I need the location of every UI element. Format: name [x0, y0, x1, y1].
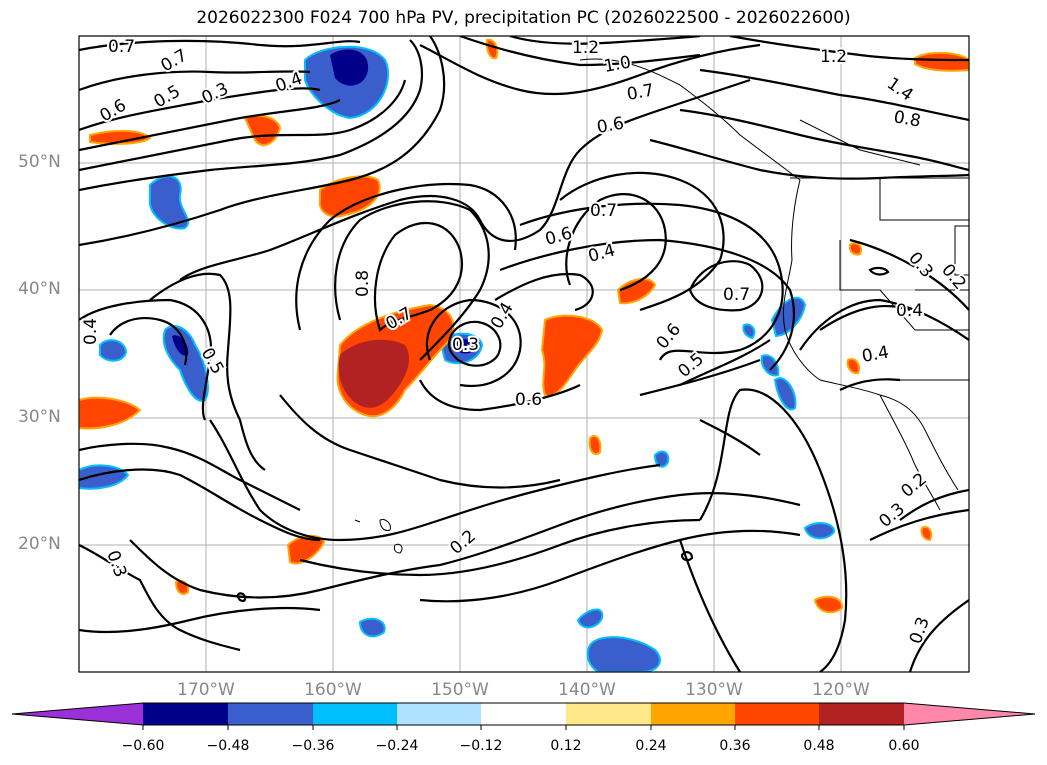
contour-label: 0.6 [595, 114, 625, 138]
colorbar-tick-label: −0.24 [375, 738, 419, 754]
contour-label: 1.2 [820, 47, 847, 67]
lon-label: 130°W [685, 680, 743, 700]
colorbar-tick-label: 0.24 [635, 738, 667, 754]
colorbar-bin [143, 703, 228, 725]
contour-label: 1.2 [572, 38, 599, 58]
contour-label: 0.3 [102, 548, 130, 580]
colorbar-tick-label: −0.48 [206, 738, 250, 754]
contour-labels: 0.7 0.70.6 0.5 0.3 0.41.21.00.70.61.21.40.80… [79, 36, 970, 649]
colorbar-tick-label: 0.48 [803, 738, 835, 754]
colorbar-left-extension [12, 703, 143, 725]
contour-label: 0.4 [860, 343, 890, 367]
colorbar-tick-label: 0.36 [719, 738, 751, 754]
contour-label: 0.8 [353, 270, 373, 297]
colorbar-bin [819, 703, 904, 725]
colorbar-bin [566, 703, 651, 725]
precip-positive-areas [79, 38, 969, 614]
colorbar-bin [313, 703, 397, 725]
lon-label: 140°W [558, 680, 616, 700]
contour-label: 0.2 [937, 260, 970, 294]
lon-label: 170°W [177, 680, 235, 700]
colorbar-bin [228, 703, 313, 725]
contour-label: 0.7 [723, 285, 750, 305]
lon-label: 160°W [304, 680, 362, 700]
contour-label: 0.4 [896, 301, 923, 321]
colorbar-tick-label: 0.12 [550, 738, 582, 754]
colorbar-tick-label: 0.60 [888, 738, 920, 754]
colorbar-tick-label: −0.36 [291, 738, 335, 754]
lon-label: 150°W [431, 680, 489, 700]
contour-label: 0.4 [81, 318, 101, 345]
contour-label: 0.3 [199, 79, 232, 109]
contour-label: 0.4 [586, 241, 617, 267]
map-area: 0.7 0.70.6 0.5 0.3 0.41.21.00.70.61.21.40.80… [79, 36, 970, 672]
colorbar-bin [651, 703, 735, 725]
contour-label: 0.6 [653, 320, 686, 354]
contour-label: 0.2 [897, 469, 931, 502]
figure-title: 2026022300 F024 700 hPa PV, precipitatio… [196, 8, 851, 28]
contour-label: 1.4 [883, 74, 917, 106]
contour-label: 0.4 [273, 69, 305, 97]
colorbar-bin [481, 703, 566, 725]
lat-label: 50°N [18, 152, 61, 172]
contour-label: 0.6 [515, 390, 542, 410]
precip-negative-areas [79, 45, 835, 672]
colorbar-bin [735, 703, 819, 725]
colorbar-tick-label: −0.12 [459, 738, 503, 754]
colorbar-bin [397, 703, 481, 725]
contour-label: 1.0 [602, 53, 632, 77]
contour-label: 0.5 [674, 349, 708, 382]
colorbar [11, 702, 1036, 730]
map-frame [78, 35, 970, 673]
contour-label: 0.7 [108, 37, 135, 57]
lat-label: 40°N [18, 279, 61, 299]
contour-label: 0.3 [452, 335, 479, 355]
pv-contours [79, 36, 969, 672]
colorbar-right-extension [904, 703, 1035, 725]
contour-label: 0.7 [625, 81, 655, 105]
contour-label: 0.5 [151, 81, 184, 112]
contour-label: 0.8 [892, 107, 922, 131]
contour-label: 0.6 [543, 224, 574, 250]
contour-label: 0.3 [875, 499, 909, 532]
lat-label: 20°N [18, 534, 61, 554]
contour-label: 0.2 [446, 526, 480, 559]
lat-label: 30°N [18, 407, 61, 427]
lon-label: 120°W [812, 680, 870, 700]
contour-label: 0.7 [590, 201, 617, 221]
colorbar-tick-label: −0.60 [121, 738, 165, 754]
contour-label: 0.3 [906, 614, 934, 646]
